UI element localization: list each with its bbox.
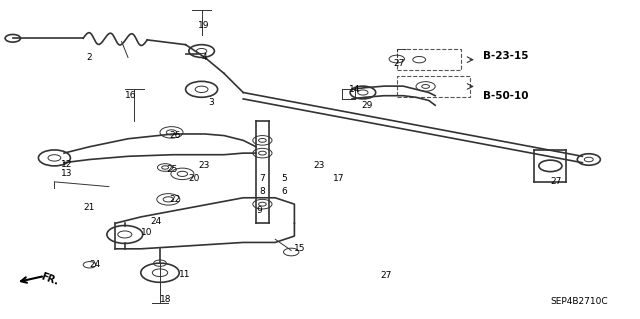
Text: 7: 7 <box>259 174 265 183</box>
Text: SEP4B2710C: SEP4B2710C <box>550 297 608 306</box>
Text: 13: 13 <box>61 169 72 178</box>
Text: 23: 23 <box>198 161 210 170</box>
Text: 14: 14 <box>349 85 360 94</box>
Text: 29: 29 <box>362 101 373 110</box>
Text: 27: 27 <box>394 59 405 68</box>
Text: 3: 3 <box>208 98 214 107</box>
Text: 5: 5 <box>282 174 287 183</box>
Bar <box>397 76 470 97</box>
Text: 11: 11 <box>179 270 191 279</box>
Text: B-50-10: B-50-10 <box>483 91 529 101</box>
Text: 24: 24 <box>150 217 162 226</box>
Text: 23: 23 <box>314 161 325 170</box>
Bar <box>397 49 461 70</box>
Text: 17: 17 <box>333 174 344 183</box>
Text: 21: 21 <box>83 203 95 212</box>
Text: B-23-15: B-23-15 <box>483 51 529 61</box>
Text: 24: 24 <box>90 260 101 269</box>
Text: 10: 10 <box>141 228 152 237</box>
Text: 8: 8 <box>259 187 265 196</box>
Text: 20: 20 <box>189 174 200 183</box>
Text: 15: 15 <box>294 244 306 253</box>
Text: 27: 27 <box>550 177 562 186</box>
Text: 6: 6 <box>282 187 287 196</box>
Text: 26: 26 <box>170 131 181 140</box>
Text: 19: 19 <box>198 21 210 30</box>
Text: 25: 25 <box>166 165 178 174</box>
Text: 4: 4 <box>202 53 207 62</box>
Text: FR.: FR. <box>40 271 60 287</box>
Text: 27: 27 <box>381 271 392 280</box>
Text: 22: 22 <box>170 195 181 204</box>
Text: 18: 18 <box>160 295 172 304</box>
Text: 16: 16 <box>125 91 136 100</box>
Text: 2: 2 <box>86 53 92 62</box>
Text: 9: 9 <box>256 206 262 215</box>
Text: 12: 12 <box>61 160 72 169</box>
